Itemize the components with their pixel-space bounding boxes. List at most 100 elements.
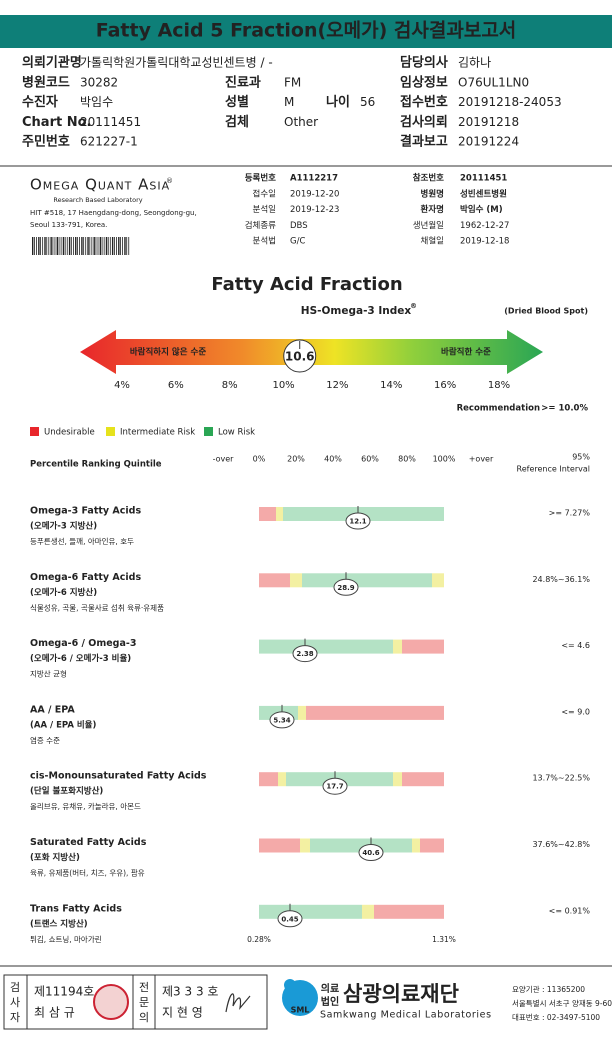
tester-role: 사: [10, 996, 20, 1009]
tester-role: 검: [10, 981, 20, 994]
barcode-bar: [50, 237, 52, 255]
info-label: 결과보고: [400, 134, 448, 150]
seal: [93, 984, 129, 1020]
barcode-bar: [89, 237, 91, 255]
info-value: 56: [360, 95, 375, 109]
item-reference: >= 7.27%: [549, 509, 591, 518]
range-segment: [374, 904, 444, 919]
doctor-no: 제3 3 3 호: [162, 985, 218, 999]
range-segment: [302, 573, 432, 588]
field-label: 분석법: [253, 236, 276, 247]
barcode-bar: [116, 237, 117, 255]
item-value: 40.6: [362, 849, 379, 857]
signature: [225, 993, 251, 1013]
item-reference: 24.8%~36.1%: [532, 575, 590, 584]
item-foods: 염증 수준: [30, 736, 60, 745]
info-label: Chart No.: [22, 115, 91, 130]
index-title: Fatty Acid Fraction: [211, 274, 402, 295]
barcode-bar: [83, 237, 85, 255]
info-label: 접수번호: [400, 94, 448, 110]
range-segment: [432, 573, 444, 588]
legend-swatch: [30, 427, 39, 436]
title-bar: [0, 15, 612, 48]
doctor-role: 의: [139, 1011, 149, 1024]
info-label: 주민번호: [22, 134, 70, 150]
index-tick-label: 10%: [272, 380, 294, 391]
barcode-bar: [97, 237, 99, 255]
item-value: 12.1: [349, 518, 366, 526]
barcode-bar: [93, 237, 95, 255]
item-reference: <= 0.91%: [549, 906, 591, 915]
info-label: 검체: [225, 115, 249, 130]
item-korean: (포화 지방산): [30, 852, 80, 863]
info-label: 성별: [225, 94, 249, 110]
field-label: 등록번호: [245, 173, 276, 184]
item-value: 17.7: [326, 783, 343, 791]
barcode-bar: [75, 237, 77, 255]
info-value: 20111451: [80, 115, 141, 129]
org-logo-dot: [284, 979, 296, 991]
info-value: Other: [284, 115, 318, 129]
tester-no: 제11194호: [34, 985, 94, 999]
item-korean: (오메가-6 지방산): [30, 587, 97, 598]
barcode-bar: [118, 237, 120, 255]
scale-label: 80%: [398, 455, 416, 464]
scale-label: 100%: [433, 455, 456, 464]
barcode-bar: [73, 237, 74, 255]
barcode-bar: [36, 237, 37, 255]
barcode-bar: [64, 237, 66, 255]
footer-divider: [0, 965, 612, 967]
index-tick-label: 4%: [114, 380, 130, 391]
field-label: 병원명: [421, 188, 444, 199]
lab-name: Omega Quant Asia: [30, 176, 170, 194]
field-label: 분석일: [253, 204, 276, 215]
quintile-title: Percentile Ranking Quintile: [30, 460, 162, 470]
index-sample: (Dried Blood Spot): [504, 307, 588, 316]
barcode-bar: [101, 237, 103, 255]
org-contact: 요양기관 : 11365200: [512, 984, 585, 994]
item-foods: 등푸른생선, 들깨, 아마인유, 호두: [30, 536, 134, 546]
barcode-bar: [62, 237, 65, 255]
item-name: Omega-6 / Omega-3: [30, 638, 136, 649]
item-foods: 지방산 균형: [30, 669, 67, 679]
item-value: 0.45: [281, 915, 298, 923]
range-segment: [290, 573, 302, 588]
field-value: 성빈센트병원: [460, 188, 507, 199]
lab-mark: ®: [166, 177, 173, 185]
barcode-bar: [91, 237, 93, 255]
item-name: cis-Monounsaturated Fatty Acids: [30, 771, 207, 782]
info-value: FM: [284, 75, 301, 89]
barcode-bar: [58, 237, 60, 255]
barcode-bar: [81, 237, 83, 255]
barcode-bar: [42, 237, 44, 255]
info-label: 임상정보: [400, 74, 448, 90]
info-value: M: [284, 95, 294, 109]
scale-label: 20%: [287, 455, 305, 464]
info-label: 의뢰기관명: [22, 55, 82, 71]
field-label: 참조번호: [413, 173, 444, 184]
field-value: DBS: [290, 221, 308, 231]
info-value: 20191218: [458, 115, 519, 129]
barcode-bar: [124, 237, 126, 255]
barcode-bar: [109, 237, 111, 255]
item-value: 28.9: [337, 584, 354, 592]
lab-address: HIT #518, 17 Haengdang-dong, Seongdong-g…: [30, 209, 197, 217]
recommendation: >= 10.0%: [541, 404, 588, 414]
range-segment: [420, 838, 444, 853]
barcode-bar: [128, 237, 130, 255]
item-reference: <= 4.6: [561, 641, 590, 650]
barcode-bar: [85, 237, 87, 255]
doctor-name: 지 현 영: [162, 1006, 203, 1020]
range-segment: [298, 705, 306, 720]
org-contact: 서울특별시 서초구 양재동 9-60: [512, 998, 612, 1008]
field-label: 검체종류: [245, 220, 276, 231]
barcode-bar: [44, 237, 46, 255]
index-tick-label: 6%: [168, 380, 184, 391]
info-label: 검사의뢰: [400, 114, 448, 130]
item-foods: 튀김, 쇼트닝, 마아가린: [30, 934, 102, 944]
range-segment: [393, 639, 402, 654]
item-korean: (단일 불포화지방산): [30, 786, 103, 797]
item-korean: (오메가-3 지방산): [30, 521, 97, 532]
